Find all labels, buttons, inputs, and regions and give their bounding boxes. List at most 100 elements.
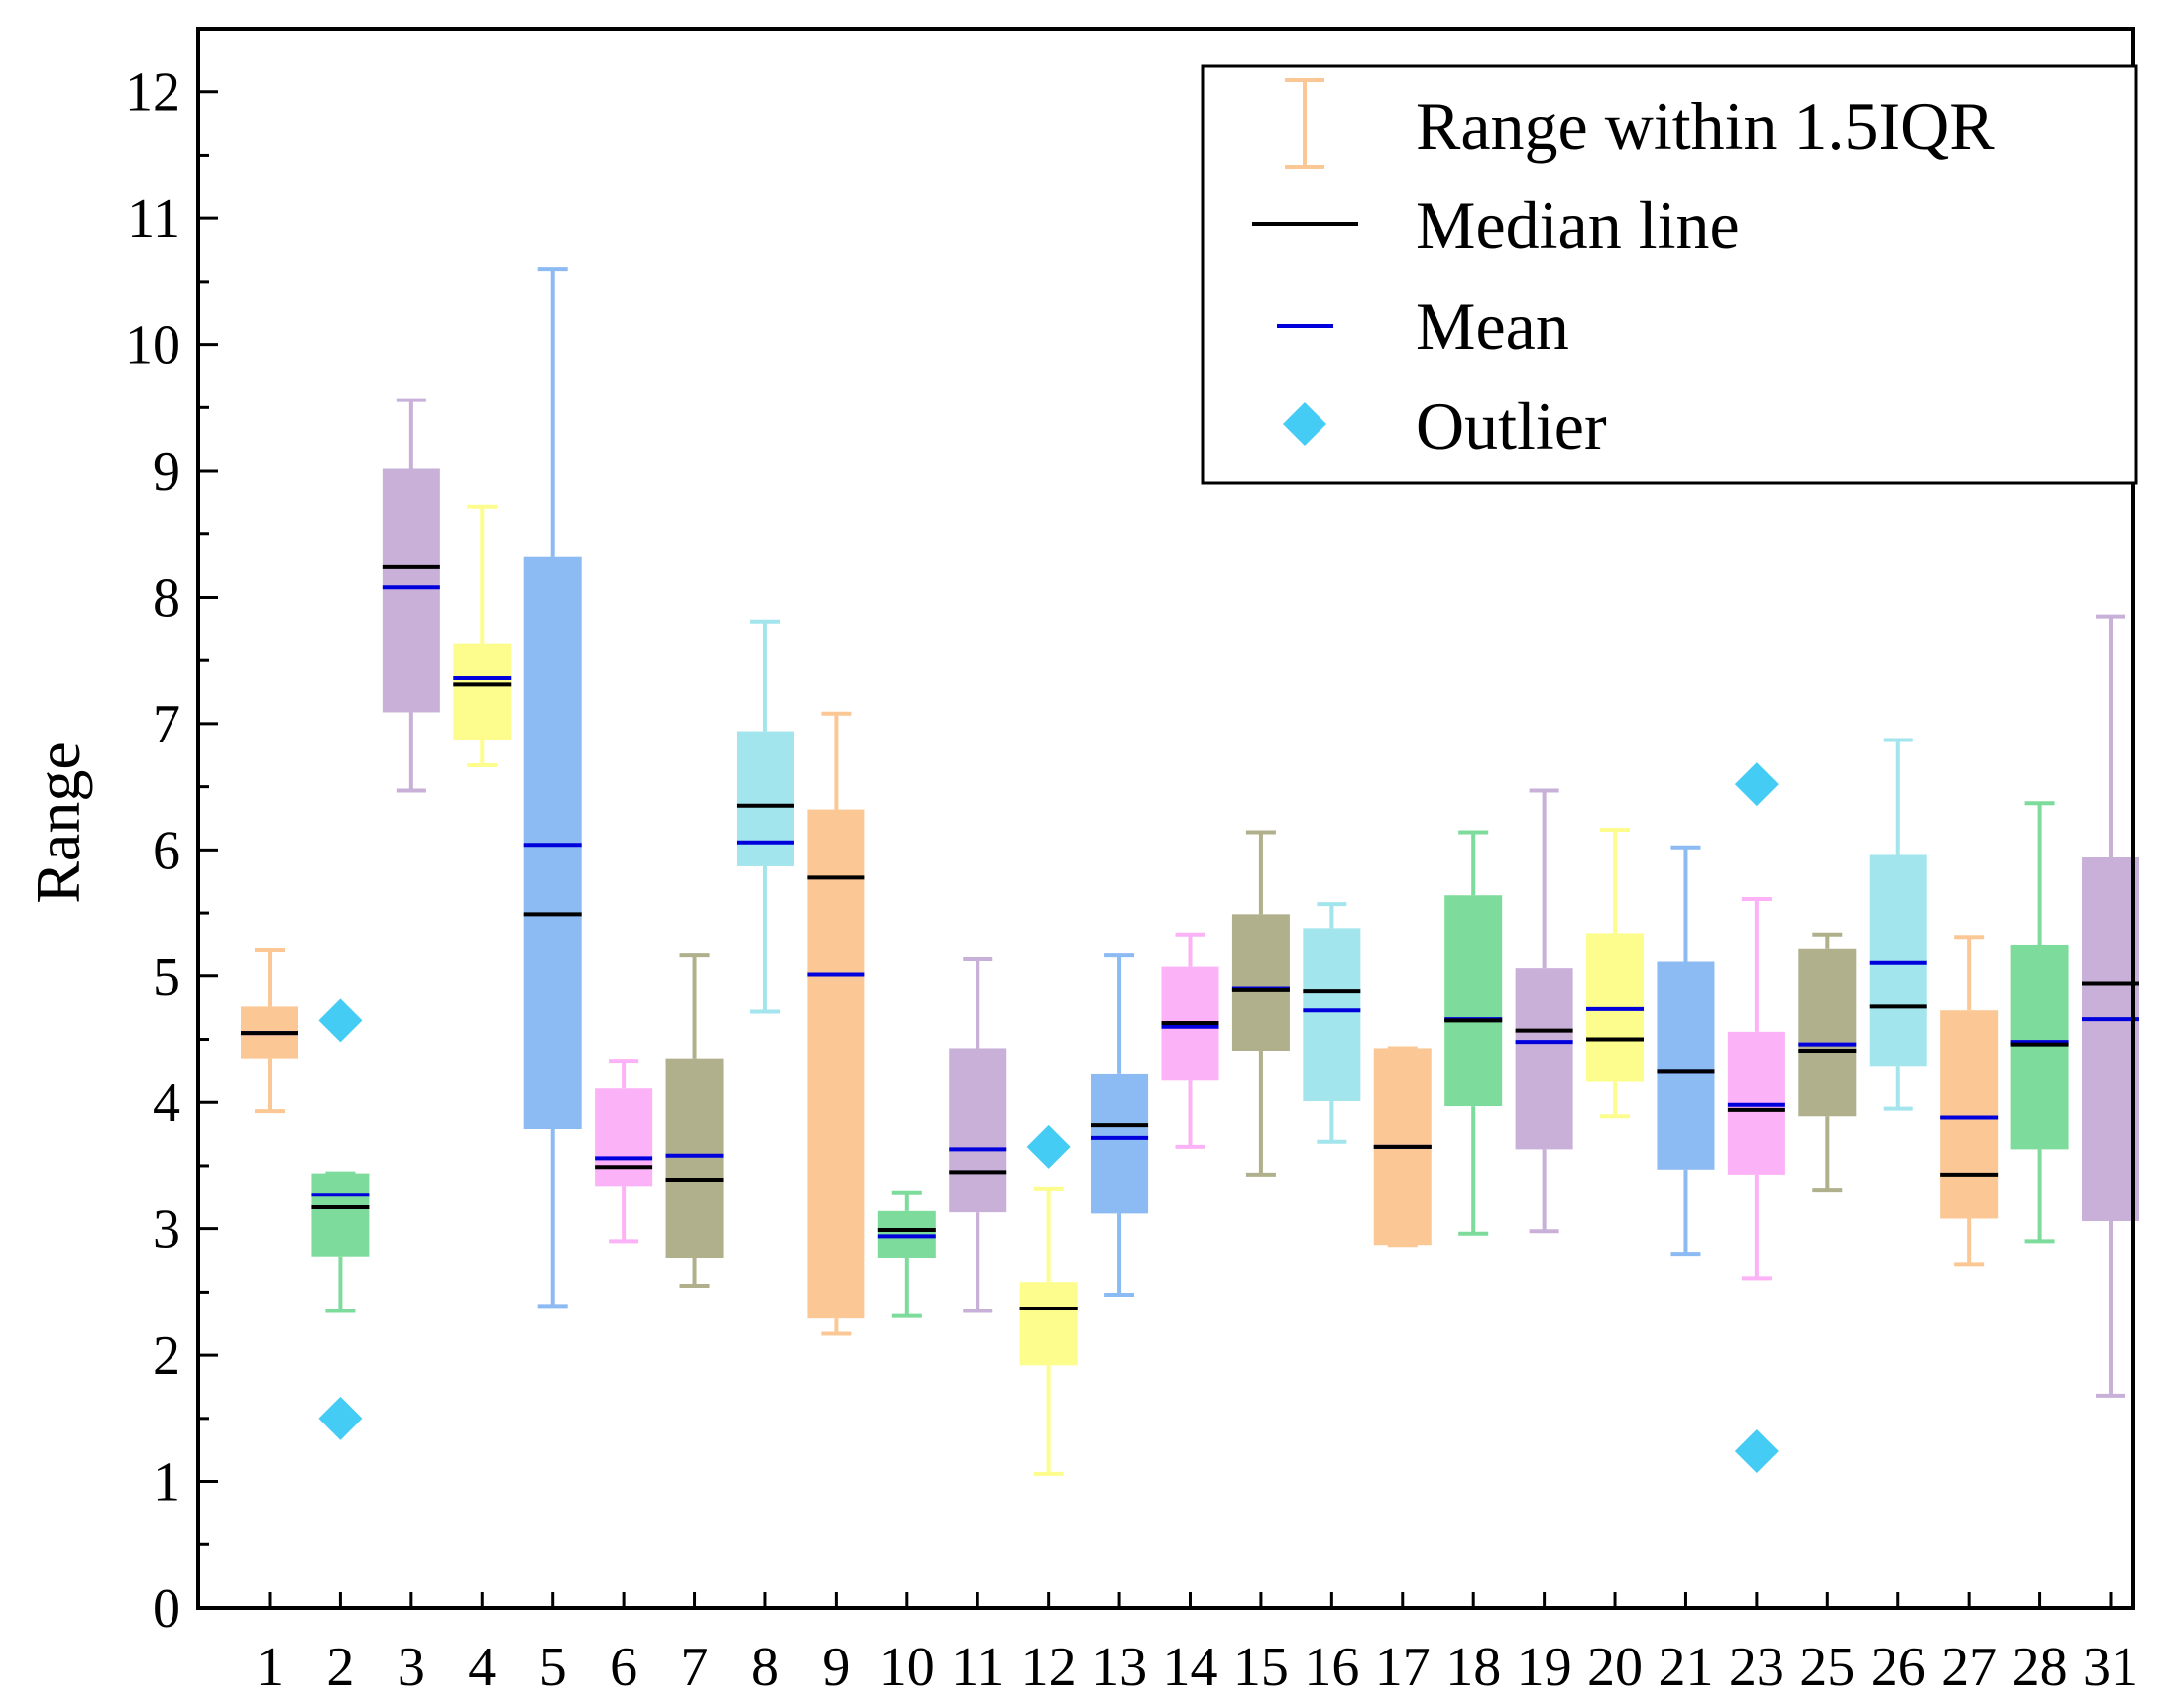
iqr-box [665,1058,724,1258]
box-1 [241,948,298,1114]
x-tick-label-19: 19 [1517,1637,1572,1698]
box-13 [1090,953,1149,1297]
x-tick-label-4: 4 [468,1637,496,1698]
box-4 [453,504,512,767]
iqr-box [1231,914,1290,1051]
y-tick-label-10: 10 [125,315,180,377]
iqr-box [1940,1010,1999,1219]
box-9 [807,711,865,1336]
x-tick-label-28: 28 [2012,1637,2068,1698]
x-tick-label-31: 31 [2083,1637,2138,1698]
x-tick-label-17: 17 [1375,1637,1431,1698]
box-21 [1657,845,1715,1257]
y-tick-label-9: 9 [153,441,180,503]
x-tick-label-26: 26 [1871,1637,1926,1698]
plot-layer [241,267,2139,1476]
iqr-box [1515,968,1573,1150]
iqr-box [1019,1282,1078,1366]
iqr-box [595,1088,653,1187]
x-tick-label-7: 7 [681,1637,709,1698]
iqr-box [949,1048,1007,1213]
y-tick-label-5: 5 [153,947,180,1008]
x-tick-label-16: 16 [1304,1637,1359,1698]
iqr-box [807,809,865,1319]
legend-median-label: Median line [1416,187,1740,263]
y-tick-label-3: 3 [153,1199,180,1261]
x-tick-label-18: 18 [1445,1637,1501,1698]
x-tick-label-15: 15 [1233,1637,1289,1698]
box-31 [2082,614,2139,1398]
y-tick-label-7: 7 [153,694,180,755]
y-axis-label: Range [23,741,93,904]
iqr-box [2082,857,2139,1222]
iqr-box [1090,1073,1149,1214]
box-8 [736,619,794,1014]
legend-mean-label: Mean [1416,288,1569,364]
box-23 [1727,762,1785,1473]
x-tick-label-11: 11 [951,1637,1004,1698]
x-tick-label-27: 27 [1941,1637,1997,1698]
x-tick-label-8: 8 [751,1637,779,1698]
x-tick-label-25: 25 [1799,1637,1855,1698]
box-26 [1869,738,1927,1111]
iqr-box [1798,948,1857,1117]
legend-outlier-label: Outlier [1416,389,1607,464]
box-27 [1940,935,1999,1267]
legend-range-icon [1285,78,1324,169]
iqr-box [311,1173,370,1257]
box-14 [1161,932,1219,1149]
y-tick-label-6: 6 [153,820,180,881]
box-3 [382,398,440,793]
x-tick-label-23: 23 [1729,1637,1784,1698]
x-tick-label-12: 12 [1021,1637,1077,1698]
legend-outlier-icon [1283,402,1326,446]
box-25 [1798,932,1857,1193]
iqr-box [1657,961,1715,1170]
box-11 [949,956,1007,1313]
y-tick-label-1: 1 [153,1452,180,1514]
legend: Range within 1.5IQR Median line Mean Out… [1201,64,2138,485]
box-20 [1586,827,1645,1119]
box-18 [1444,830,1503,1236]
box-7 [665,953,724,1289]
iqr-box [453,643,512,740]
iqr-box [2010,944,2069,1150]
x-tick-label-3: 3 [398,1637,425,1698]
axes-layer: 1 2 3 4 5 6 7 8 9 10 11 12 13 14 15 16 17 18 19 20 21 23 25 26 2… [125,27,2138,1698]
y-tick-label-11: 11 [127,188,180,250]
outlier-point [318,998,363,1043]
outlier-point [1734,1428,1779,1473]
x-tick-label-13: 13 [1091,1637,1147,1698]
box-19 [1515,788,1573,1234]
y-tick-label-2: 2 [153,1325,180,1387]
legend-range-label: Range within 1.5IQR [1416,88,1995,164]
y-tick-label-4: 4 [153,1073,180,1134]
box-6 [595,1059,653,1244]
y-tick-label-12: 12 [125,62,180,124]
iqr-box [736,731,794,866]
outlier-point [1026,1124,1071,1169]
x-tick-label-14: 14 [1163,1637,1218,1698]
outlier-point [1734,762,1779,807]
x-tick-label-20: 20 [1587,1637,1643,1698]
x-tick-label-1: 1 [256,1637,284,1698]
x-tick-label-10: 10 [879,1637,935,1698]
box-10 [877,1190,936,1318]
box-28 [2010,801,2069,1244]
box-12 [1019,1124,1078,1476]
x-tick-label-21: 21 [1658,1637,1713,1698]
x-tick-label-9: 9 [822,1637,850,1698]
x-tick-label-5: 5 [539,1637,567,1698]
box-16 [1303,902,1361,1144]
legend-frame [1201,64,2138,485]
outlier-point [318,1396,363,1440]
iqr-box [382,468,440,713]
iqr-box [1444,895,1503,1107]
x-tick-label-6: 6 [610,1637,637,1698]
box-2 [311,998,370,1440]
y-tick-label-8: 8 [153,567,180,628]
box-17 [1373,1046,1432,1248]
y-tick-label-0: 0 [153,1578,180,1640]
box-5 [523,267,582,1309]
